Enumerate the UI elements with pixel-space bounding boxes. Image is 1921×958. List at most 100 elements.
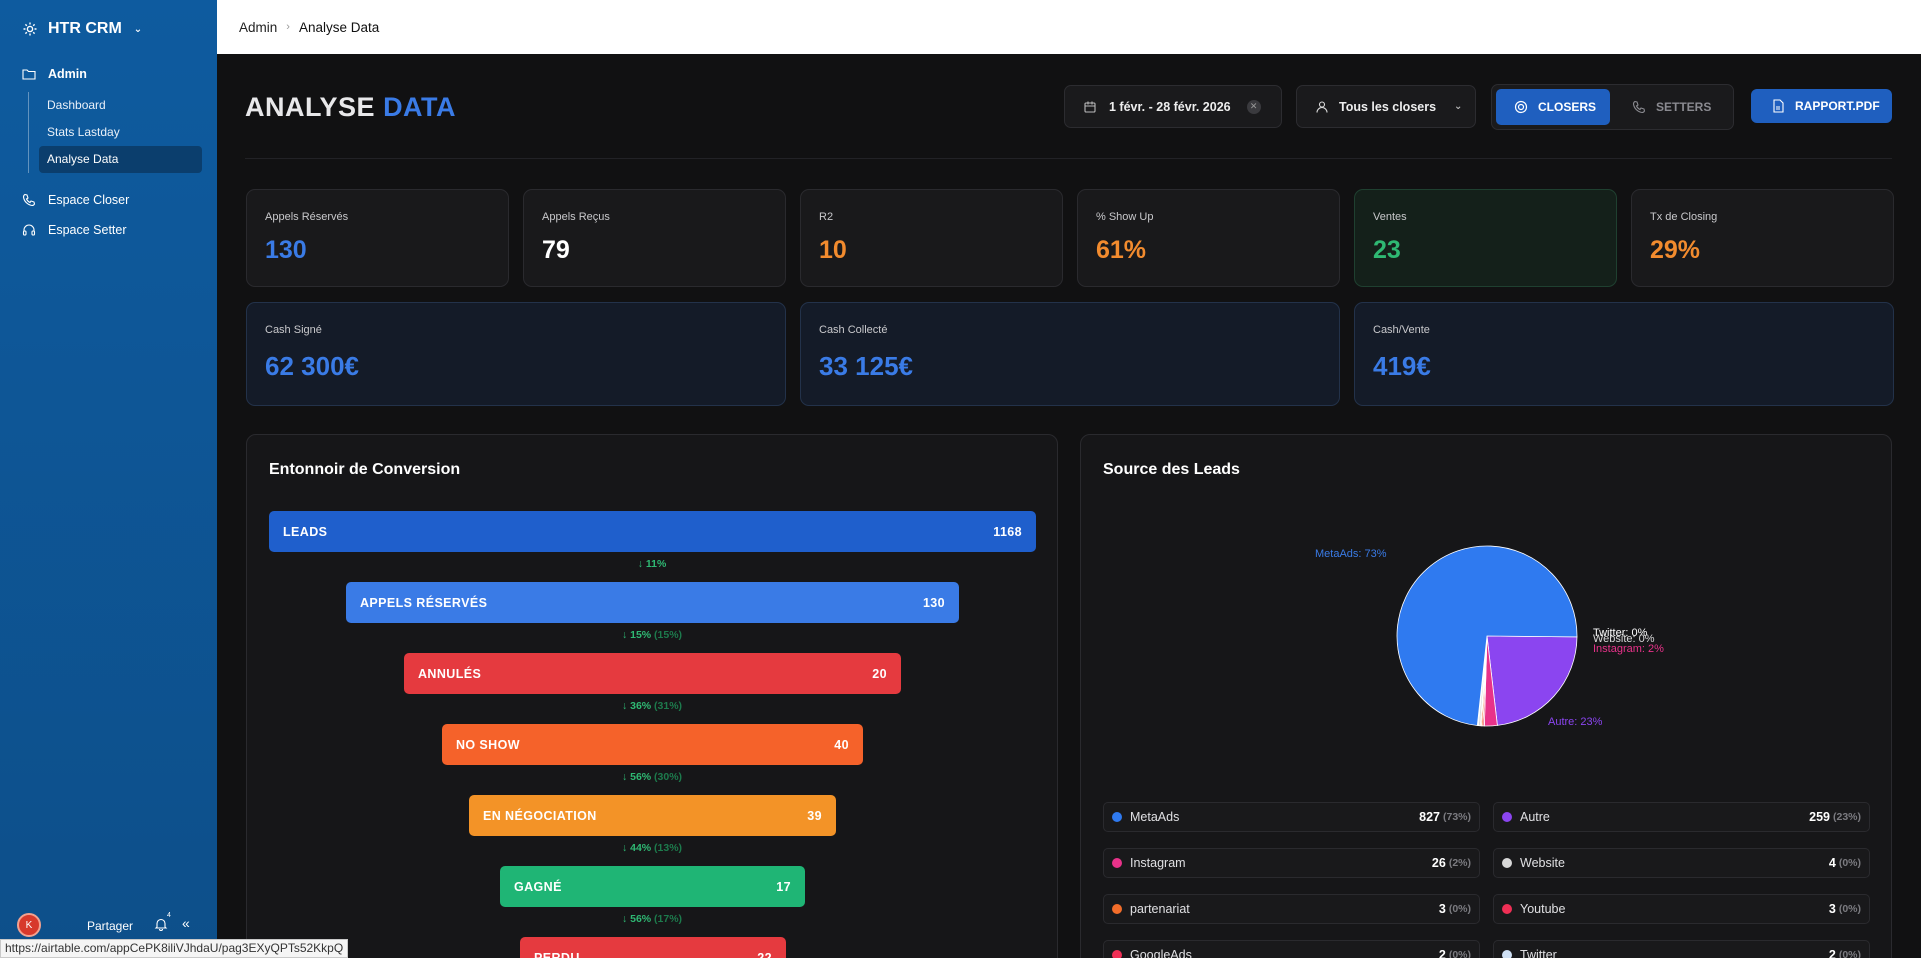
funnel-conversion: ↓ 56% (17%) (552, 913, 752, 925)
toggle-closers-label: CLOSERS (1538, 100, 1597, 114)
collapse-sidebar-icon[interactable]: « (182, 915, 190, 931)
legend-pct: (0%) (1838, 949, 1861, 958)
pie-label-instagram: Instagram: 2% (1593, 643, 1664, 655)
kpi-label: R2 (819, 211, 834, 223)
breadcrumb: Admin › Analyse Data (217, 0, 1921, 54)
share-button[interactable]: Partager (87, 919, 134, 933)
cash-value: 419€ (1373, 351, 1431, 381)
funnel-conversion-main: ↓ 11% (637, 558, 667, 570)
report-pdf-button[interactable]: RAPPORT.PDF (1751, 89, 1892, 123)
kpi-value: 10 (819, 236, 847, 264)
breadcrumb-root[interactable]: Admin (239, 19, 278, 35)
kpi-card-tx-closing: Tx de Closing 29% (1631, 189, 1894, 287)
funnel-bar-label: ANNULÉS (418, 666, 482, 681)
funnel-bar-label: GAGNÉ (514, 879, 562, 894)
sidebar-item-espace-closer[interactable]: Espace Closer (22, 190, 129, 210)
kpi-value: 29% (1650, 236, 1701, 264)
legend-pct: (0%) (1838, 857, 1861, 869)
page-title: ANALYSE DATA (245, 92, 456, 123)
sidebar-item-espace-setter[interactable]: Espace Setter (22, 220, 127, 240)
closer-filter-select[interactable]: Tous les closers ⌄ (1296, 85, 1476, 128)
bell-icon[interactable] (154, 917, 168, 931)
legend-item[interactable]: Autre 259 (23%) (1493, 802, 1870, 832)
pie-slice-metaads[interactable] (1396, 545, 1578, 726)
kpi-label: Appels Réservés (265, 211, 349, 223)
folder-icon (22, 69, 36, 80)
legend-name: Instagram (1130, 856, 1186, 870)
sources-panel: Source des Leads MetaAds: 73% Autre: 23%… (1080, 434, 1892, 958)
sidebar-item-stats-lastday[interactable]: Stats Lastday (47, 125, 120, 139)
legend-name: Youtube (1520, 902, 1566, 916)
sources-pie-chart: MetaAds: 73% Autre: 23% Twitter: 0% Webs… (1315, 545, 1664, 728)
phone-icon (22, 193, 36, 207)
legend-item[interactable]: MetaAds 827 (73%) (1103, 802, 1480, 832)
legend-dot (1502, 904, 1512, 914)
legend-count: 259 (1809, 810, 1830, 824)
legend-dot (1502, 858, 1512, 868)
kpi-label: Ventes (1373, 211, 1407, 223)
funnel-panel: Entonnoir de Conversion LEADS 1168 APPELS … (246, 434, 1058, 958)
legend-item[interactable]: Youtube 3 (0%) (1493, 894, 1870, 924)
funnel-conversion-main: ↓ 36% (621, 700, 652, 712)
headset-icon (22, 224, 36, 236)
avatar[interactable]: K (17, 913, 41, 937)
clear-date-icon[interactable]: ✕ (1246, 99, 1261, 114)
kpi-card-show-up: % Show Up 61% (1077, 189, 1340, 287)
closer-filter-value: Tous les closers (1339, 99, 1437, 114)
kpi-card-appels-recus: Appels Reçus 79 (523, 189, 786, 287)
target-icon (1514, 100, 1528, 114)
kpi-card-r2: R2 10 (800, 189, 1063, 287)
funnel-bar-value: 39 (807, 808, 822, 823)
funnel-bar-value: 130 (922, 595, 945, 610)
legend-item[interactable]: Twitter 2 (0%) (1493, 940, 1870, 958)
report-pdf-label: RAPPORT.PDF (1795, 99, 1880, 113)
funnel-bar: LEADS 1168 (269, 511, 1036, 552)
legend-item[interactable]: partenariat 3 (0%) (1103, 894, 1480, 924)
kpi-label: Appels Reçus (542, 211, 610, 223)
funnel-bar-label: EN NÉGOCIATION (483, 808, 597, 823)
date-range-value: 1 févr. - 28 févr. 2026 (1109, 99, 1231, 114)
toggle-setters[interactable]: SETTERS (1614, 89, 1728, 125)
cash-card-collecte: Cash Collecté 33 125€ (800, 302, 1340, 406)
funnel-bar: EN NÉGOCIATION 39 (469, 795, 836, 836)
date-range-picker[interactable]: 1 févr. - 28 févr. 2026 ✕ (1064, 85, 1282, 128)
legend-item[interactable]: Instagram 26 (2%) (1103, 848, 1480, 878)
header-divider (245, 158, 1892, 159)
legend-name: GoogleAds (1130, 948, 1192, 958)
legend-pct: (73%) (1442, 811, 1471, 823)
pdf-file-icon (1773, 99, 1784, 113)
kpi-value: 79 (542, 236, 570, 264)
funnel-conversion-sub: (13%) (654, 842, 683, 854)
funnel-conversion: ↓ 11% (552, 558, 752, 570)
legend-count: 827 (1419, 810, 1440, 824)
kpi-value: 130 (265, 236, 307, 264)
legend-pct: (0%) (1838, 903, 1861, 915)
funnel-bar-label: NO SHOW (456, 737, 520, 752)
sidebar-item-analyse-data[interactable]: Analyse Data (39, 146, 202, 173)
pie-label-autre: Autre: 23% (1548, 716, 1603, 728)
funnel-bar-label: PERDU (534, 950, 580, 958)
funnel-conversion-main: ↓ 56% (621, 771, 652, 783)
sidebar-item-admin[interactable]: Admin (22, 64, 202, 84)
kpi-value: 61% (1096, 236, 1147, 264)
brand-switcher[interactable]: HTR CRM ⌄ (22, 20, 142, 38)
cash-label: Cash Collecté (819, 324, 888, 336)
legend-item[interactable]: GoogleAds 2 (0%) (1103, 940, 1480, 958)
user-icon (1316, 100, 1328, 113)
sidebar-item-dashboard[interactable]: Dashboard (47, 98, 106, 112)
legend-name: Autre (1520, 810, 1550, 824)
funnel-conversion-sub: (31%) (654, 700, 683, 712)
pie-slice-autre[interactable] (1486, 635, 1578, 726)
toggle-closers[interactable]: CLOSERS (1496, 89, 1610, 125)
funnel-conversion: ↓ 56% (30%) (552, 771, 752, 783)
chevron-down-icon: ⌄ (133, 23, 143, 35)
legend-pct: (0%) (1448, 949, 1471, 958)
legend-count: 26 (1431, 856, 1446, 870)
funnel-conversion-main: ↓ 44% (621, 842, 652, 854)
calendar-icon (1084, 101, 1096, 113)
sidebar-footer: K Partager 4 « (0, 898, 217, 958)
page-title-part2: DATA (383, 92, 457, 122)
funnel-bar-label: APPELS RÉSERVÉS (360, 595, 488, 610)
legend-item[interactable]: Website 4 (0%) (1493, 848, 1870, 878)
main-content: ANALYSE DATA 1 févr. - 28 févr. 2026 ✕ T… (217, 54, 1921, 958)
